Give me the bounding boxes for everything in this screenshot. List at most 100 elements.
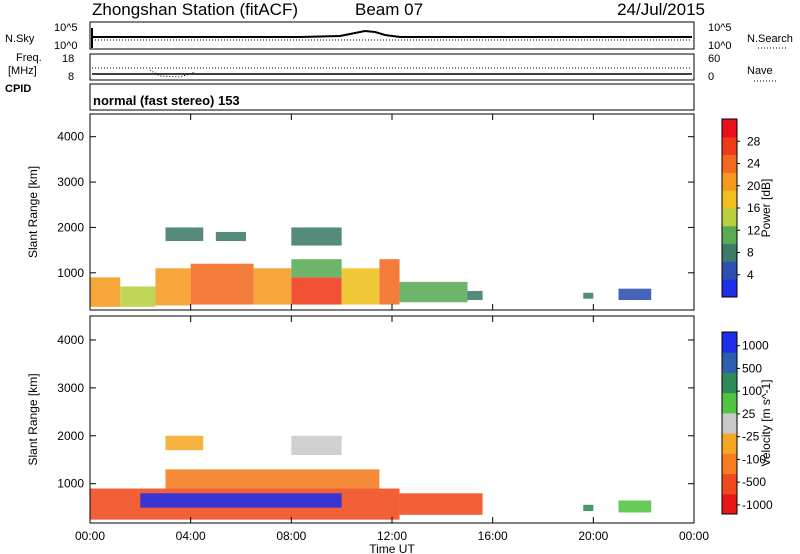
data-region xyxy=(120,286,156,307)
nsky-tick-low: 10^0 xyxy=(54,40,78,52)
colorbar-tick-label: -500 xyxy=(742,475,766,489)
colorbar-label: Power [dB] xyxy=(759,179,773,238)
colorbar-tick-label: 12 xyxy=(747,223,761,237)
nsky-trace xyxy=(92,29,692,38)
y-tick-label: 1000 xyxy=(57,477,84,491)
data-region xyxy=(291,277,342,305)
data-region xyxy=(291,259,342,278)
colorbar-swatch xyxy=(722,261,737,280)
data-region xyxy=(618,288,652,301)
station-title: Zhongshan Station (fitACF) xyxy=(92,0,298,19)
data-region xyxy=(467,290,483,301)
data-region xyxy=(155,268,191,306)
data-region xyxy=(291,227,342,246)
nave-tick-high: 60 xyxy=(708,53,720,65)
data-region xyxy=(140,493,342,508)
x-tick-label: 04:00 xyxy=(176,529,206,543)
power-panel: 1000 2000 3000 4000 Slant Range [km] xyxy=(26,113,695,311)
data-region xyxy=(165,227,204,242)
colorbar-swatch xyxy=(722,332,737,353)
colorbar-tick-label: 25 xyxy=(742,407,756,421)
velocity-panel: 1000 2000 3000 4000 00:00 04:00 08:00 12:00 16:0… xyxy=(26,315,709,554)
colorbar-tick-label: -1000 xyxy=(742,498,773,512)
data-region xyxy=(583,292,594,299)
x-tick-label: 12:00 xyxy=(377,529,407,543)
data-region xyxy=(618,500,652,513)
data-region xyxy=(399,281,468,303)
freq-label: Freq. xyxy=(16,52,42,64)
y-tick-label: 3000 xyxy=(57,175,84,189)
colorbar-tick-label: 20 xyxy=(747,179,761,193)
data-region xyxy=(165,469,380,489)
colorbar-swatch xyxy=(722,372,737,394)
colorbar-swatch xyxy=(722,473,737,495)
cpid-label: CPID xyxy=(5,83,31,95)
y-tick-label: 3000 xyxy=(57,381,84,395)
colorbar-tick-label: 24 xyxy=(747,157,761,171)
colorbar-swatch xyxy=(722,225,737,245)
nsky-tick-high: 10^5 xyxy=(54,22,78,34)
cpid-strip xyxy=(89,83,695,111)
data-region xyxy=(253,268,292,305)
data-region xyxy=(190,263,254,305)
y-tick-label: 4000 xyxy=(57,130,84,144)
freq-tick-high: 18 xyxy=(62,53,74,65)
y-axis-label: Slant Range [km] xyxy=(26,373,40,465)
x-tick-label: 08:00 xyxy=(276,529,306,543)
data-region xyxy=(583,504,594,512)
colorbar-swatch xyxy=(722,493,737,515)
mode-label: normal (fast stereo) 153 xyxy=(93,93,240,108)
y-tick-label: 2000 xyxy=(57,220,84,234)
colorbar-swatch xyxy=(722,279,737,298)
colorbar-swatch xyxy=(722,453,737,475)
nsearch-tick-high: 10^5 xyxy=(708,22,732,34)
x-tick-label: 20:00 xyxy=(578,529,608,543)
freq-unit: [MHz] xyxy=(8,65,37,77)
freq-tick-low: 8 xyxy=(68,71,74,83)
data-region xyxy=(399,493,483,515)
y-tick-label: 2000 xyxy=(57,429,84,443)
y-axis-label: Slant Range [km] xyxy=(26,166,40,258)
x-axis-label: Time UT xyxy=(369,542,415,554)
colorbar-swatch xyxy=(722,172,737,191)
colorbar-swatch xyxy=(722,154,737,173)
colorbar-swatch xyxy=(722,190,737,209)
freq-dip xyxy=(149,69,196,78)
colorbar-swatch xyxy=(722,392,737,414)
colorbar-label: Velocity [m s^-1] xyxy=(759,380,773,467)
colorbar-swatch xyxy=(722,119,737,138)
freq-strip xyxy=(89,53,695,81)
beam-label: Beam 07 xyxy=(355,0,423,19)
nsearch-tick-low: 10^0 xyxy=(708,40,732,52)
colorbar-tick-label: 500 xyxy=(742,361,762,375)
data-region xyxy=(291,435,342,455)
date-label: 24/Jul/2015 xyxy=(617,0,705,19)
data-region xyxy=(90,277,121,307)
x-tick-label: 00:00 xyxy=(75,529,105,543)
data-region xyxy=(379,259,400,305)
power-colorbar: 4 8 12 16 20 24 28 Power [dB] xyxy=(721,118,773,298)
nsearch-label: N.Search xyxy=(747,33,793,45)
nave-label: Nave xyxy=(747,65,773,77)
nsky-strip xyxy=(89,21,695,50)
colorbar-tick-label: 100 xyxy=(742,384,762,398)
colorbar-tick-label: 4 xyxy=(747,268,754,282)
colorbar-tick-label: 8 xyxy=(747,246,754,260)
nsky-label: N.Sky xyxy=(5,33,35,45)
colorbar-swatch xyxy=(722,433,737,454)
colorbar-swatch xyxy=(722,136,737,156)
x-tick-label: 16:00 xyxy=(478,529,508,543)
y-tick-label: 4000 xyxy=(57,333,84,347)
nave-tick-low: 0 xyxy=(708,71,714,83)
velocity-colorbar: 1000 500 100 25 -25 -100 -500 -1000 Velocity [m … xyxy=(721,331,773,515)
colorbar-tick-label: 28 xyxy=(747,134,761,148)
colorbar-tick-label: -100 xyxy=(742,452,766,466)
colorbar-tick-label: -25 xyxy=(742,430,760,444)
colorbar-frame xyxy=(721,331,738,515)
data-region xyxy=(341,268,380,305)
colorbar-swatch xyxy=(722,352,737,373)
data-region xyxy=(165,435,204,451)
colorbar-swatch xyxy=(722,412,737,434)
y-tick-label: 1000 xyxy=(57,266,84,280)
